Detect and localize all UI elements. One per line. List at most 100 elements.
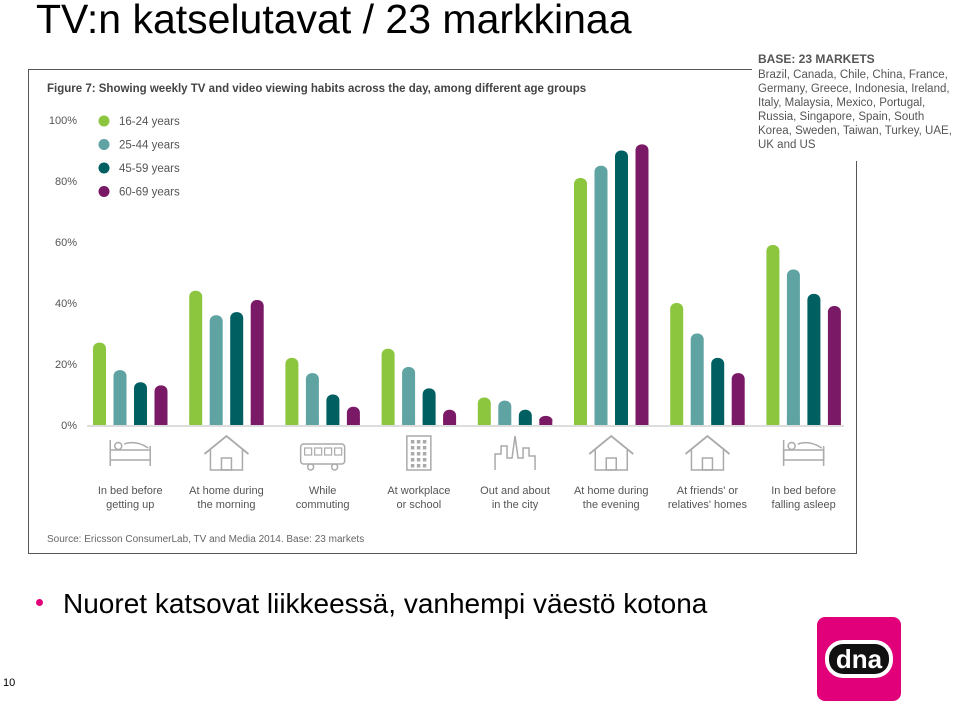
bar-base [134,419,147,425]
bar [615,150,628,425]
bar [670,303,684,425]
bar-base [477,419,491,425]
bar [305,373,319,425]
x-tick-label: relatives' homes [668,499,748,511]
bar-base [230,419,244,425]
bar [154,385,168,425]
bar [807,293,821,425]
bar-base [731,419,745,425]
bar-base [250,419,264,425]
bar-base [635,419,649,425]
bar-base [594,419,608,425]
bar-base [615,419,628,425]
house-icon [203,434,250,471]
bar-base [711,419,725,425]
y-tick-label: 60% [55,237,77,249]
legend-label: 16-24 years [119,116,180,128]
bar-base [786,419,800,425]
bar [189,290,203,425]
bar [574,177,587,425]
bar [786,269,800,425]
bar [498,400,512,425]
bar-base [305,419,319,425]
bar-base [381,419,395,425]
bar [250,299,264,425]
bar-base [209,419,223,425]
chart-frame: Figure 7: Showing weekly TV and video vi… [28,69,857,554]
house-icon [684,434,731,471]
bar-base [827,419,841,425]
bar [827,306,841,425]
bar [594,165,608,425]
base-title: BASE: 23 MARKETS [758,52,875,66]
x-tick-label: While [309,485,337,497]
legend-label: 45-59 years [119,163,180,175]
x-tick-label: In bed before [771,485,836,497]
bar-base [113,419,127,425]
bar-base [443,419,457,425]
y-tick-label: 80% [55,176,77,188]
bullet-text: Nuoret katsovat liikkeessä, vanhempi väe… [63,588,708,619]
y-tick-label: 100% [49,115,77,127]
x-tick-label: falling asleep [772,499,836,511]
slide-number: 10 [3,677,16,689]
x-tick-label: At home during [574,485,649,497]
category-icons [109,434,825,471]
bar [230,312,244,425]
bar [766,245,780,425]
x-tick-label: At workplace [387,485,450,497]
x-tick-label: in the city [492,499,539,511]
bar-base [498,419,512,425]
bar [731,373,745,425]
bar-base [346,419,360,425]
chart-source: Source: Ericsson ConsumerLab, TV and Med… [47,534,364,545]
legend-swatch [98,115,110,127]
x-tick-label: or school [397,499,442,511]
legend-swatch [98,139,110,150]
chart-title: Figure 7: Showing weekly TV and video vi… [47,83,586,95]
y-axis: 0% 20% 40% 60% 80% 100% [49,115,77,432]
house-icon [588,434,634,471]
bar-base [670,419,684,425]
bar-base [766,419,780,425]
logo-text: dna [836,644,883,674]
bar-base [189,419,203,425]
dna-logo-mark: dna [825,640,893,678]
legend-swatch [98,186,110,197]
bar-base [422,419,436,425]
bar [381,348,395,425]
x-tick-label: the morning [197,499,255,511]
bar [113,370,127,425]
base-markets-box: BASE: 23 MARKETS Brazil, Canada, Chile, … [752,46,960,161]
x-tick-label: getting up [106,499,154,511]
x-tick-label: In bed before [98,485,163,497]
bar [134,382,147,425]
bar [690,333,704,425]
bar [209,315,223,425]
bars [93,144,841,425]
bed-icon [782,440,825,466]
bar-base [93,419,106,425]
bar [285,357,299,425]
bar-base [154,419,168,425]
bar [326,394,340,425]
bed-icon [109,440,151,466]
bar [635,144,649,425]
bus-icon [299,443,346,471]
x-axis-labels: In bed before getting up At home during the… [98,485,836,511]
legend-label: 60-69 years [119,187,180,199]
office-building-icon [406,435,432,471]
legend-label: 25-44 years [119,140,180,152]
x-tick-label: At home during [189,485,264,497]
bar [422,388,436,425]
bar-base [539,419,553,425]
bar-base [285,419,299,425]
dna-logo: dna [817,617,901,701]
bar-base [807,419,821,425]
x-tick-label: the evening [583,499,640,511]
bar [402,367,416,425]
bar-base [518,419,532,425]
bar [477,397,491,425]
bar [711,357,725,425]
base-markets-list: Brazil, Canada, Chile, China, France, Ge… [758,69,952,151]
